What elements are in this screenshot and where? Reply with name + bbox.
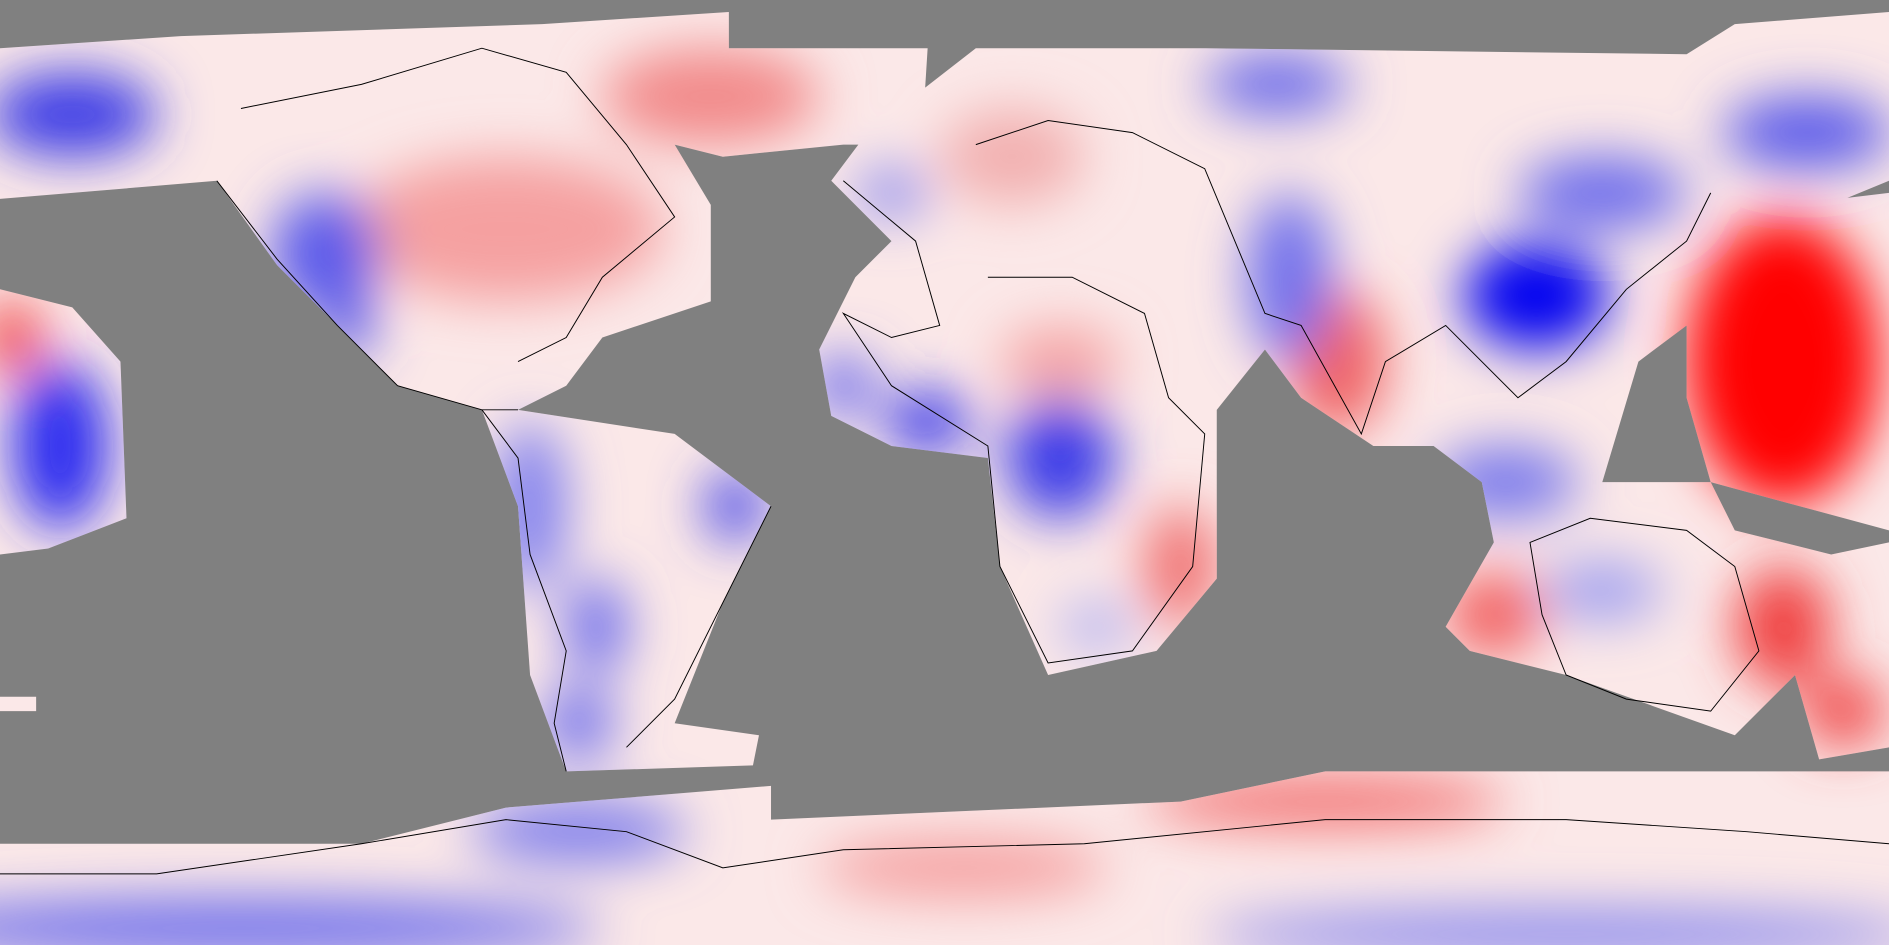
anomaly-blobs [0,48,1889,945]
coastlines [0,47,1889,875]
